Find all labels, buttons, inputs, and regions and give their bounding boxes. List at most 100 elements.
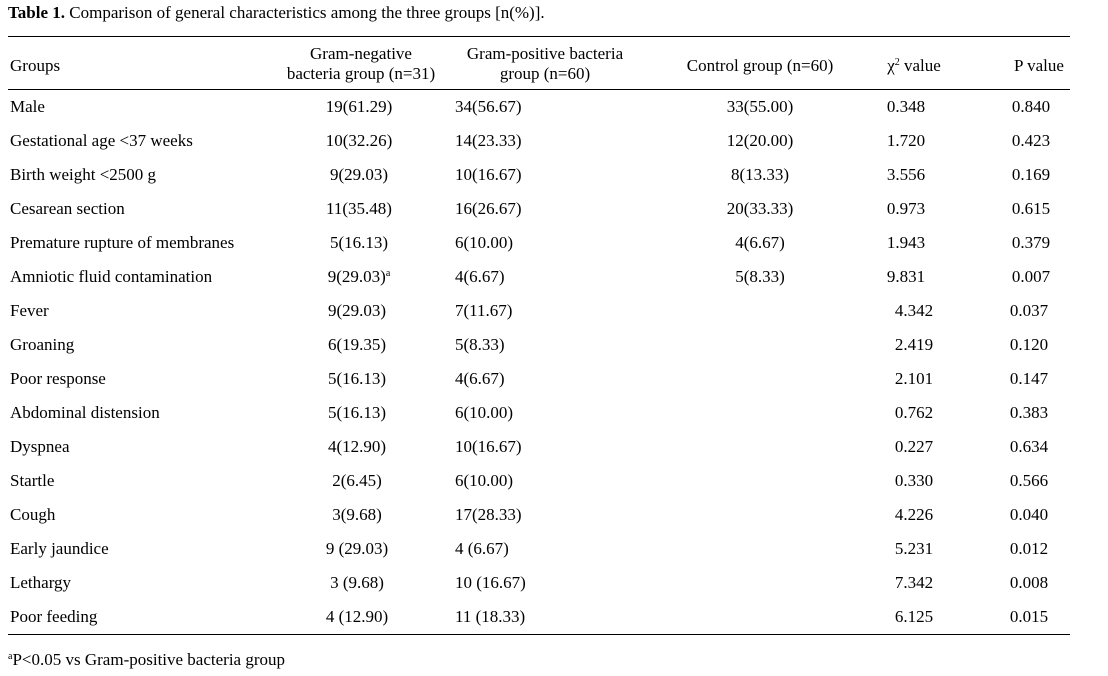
row-label-text: Abdominal distension	[10, 403, 160, 422]
cell-control-text: 12(20.00)	[726, 131, 794, 150]
cell-p-value-text: 0.634	[1009, 437, 1049, 456]
cell-chi-square-text: 2.101	[894, 369, 934, 388]
cell-chi-square-text: 3.556	[886, 165, 926, 184]
cell-gram-negative-text: 5(16.13)	[329, 233, 389, 252]
cell-chi-square: 1.720	[887, 131, 925, 151]
header-gram-negative-line1: Gram-negative	[310, 44, 412, 63]
row-label-text: Amniotic fluid contamination	[10, 267, 213, 286]
cell-gram-negative: 2(6.45)	[332, 471, 382, 491]
row-label-text: Premature rupture of membranes	[10, 233, 235, 252]
cell-gram-positive: 17(28.33)	[455, 505, 522, 525]
cell-p-value-text: 0.423	[1011, 131, 1051, 150]
cell-gram-positive: 10(16.67)	[455, 437, 522, 457]
cell-chi-square: 9.831	[887, 267, 925, 287]
cell-gram-negative: 9(29.03)a	[328, 267, 391, 287]
cell-gram-positive: 4(6.67)	[455, 369, 505, 389]
row-label: Fever	[10, 301, 49, 321]
cell-chi-square-text: 7.342	[894, 573, 934, 592]
cell-chi-square-text: 0.330	[894, 471, 934, 490]
cell-gram-negative: 11(35.48)	[326, 199, 392, 219]
cell-gram-negative: 10(32.26)	[326, 131, 393, 151]
cell-control-text: 5(8.33)	[735, 267, 785, 286]
cell-p-value-text: 0.566	[1009, 471, 1049, 490]
cell-p-value: 0.007	[1012, 267, 1050, 287]
cell-gram-positive-text: 6(10.00)	[455, 471, 514, 490]
cell-gram-positive-text: 4 (6.67)	[455, 539, 509, 558]
row-label: Abdominal distension	[10, 403, 160, 423]
cell-control-text: 4(6.67)	[735, 233, 785, 252]
cell-gram-positive-text: 10(16.67)	[455, 437, 522, 456]
cell-chi-square-text: 0.762	[894, 403, 934, 422]
cell-p-value: 0.012	[1010, 539, 1048, 559]
cell-p-value: 0.037	[1010, 301, 1048, 321]
cell-chi-square: 6.125	[895, 607, 933, 627]
header-chi-text: value	[899, 56, 941, 75]
cell-p-value-text: 0.379	[1011, 233, 1051, 252]
cell-gram-positive: 6(10.00)	[455, 403, 513, 423]
cell-chi-square: 1.943	[887, 233, 925, 253]
row-label-text: Dyspnea	[10, 437, 70, 456]
cell-chi-square-text: 1.943	[886, 233, 926, 252]
cell-gram-negative-text: 9(29.03)	[327, 267, 386, 286]
row-label-text: Male	[10, 97, 45, 116]
row-label-text: Cesarean section	[10, 199, 125, 218]
header-chi-square: χ2 value	[887, 56, 941, 76]
footnote-text: P<0.05 vs Gram-positive bacteria group	[12, 650, 286, 669]
cell-p-value: 0.015	[1010, 607, 1048, 627]
cell-gram-negative-text: 11(35.48)	[326, 199, 392, 218]
row-label: Dyspnea	[10, 437, 69, 457]
row-label: Startle	[10, 471, 54, 491]
header-gram-positive-line2: group (n=60)	[499, 64, 591, 83]
cell-gram-negative-text: 6(19.35)	[327, 335, 387, 354]
table-caption-text: Comparison of general characteristics am…	[69, 3, 545, 22]
cell-gram-positive: 4 (6.67)	[455, 539, 509, 559]
cell-chi-square: 2.419	[895, 335, 933, 355]
bottom-rule	[8, 634, 1070, 635]
header-groups: Groups	[10, 56, 61, 75]
cell-gram-positive-text: 34(56.67)	[455, 97, 522, 116]
cell-control: 8(13.33)	[731, 165, 789, 185]
row-label: Male	[10, 97, 45, 117]
row-label: Cough	[10, 505, 55, 525]
cell-gram-negative-text: 3 (9.68)	[330, 573, 384, 592]
top-rule	[8, 36, 1070, 37]
header-control: Control group (n=60)	[686, 56, 834, 75]
cell-chi-square: 2.101	[895, 369, 933, 389]
cell-gram-positive-text: 16(26.67)	[455, 199, 522, 218]
cell-gram-negative-text: 10(32.26)	[325, 131, 393, 150]
row-label: Groaning	[10, 335, 74, 355]
footnote-marker: a	[385, 268, 391, 279]
row-label-text: Poor feeding	[10, 607, 98, 626]
cell-p-value: 0.379	[1012, 233, 1050, 253]
cell-chi-square: 0.973	[887, 199, 925, 219]
cell-chi-square: 0.762	[895, 403, 933, 423]
cell-gram-negative-text: 4(12.90)	[327, 437, 387, 456]
cell-chi-square-text: 4.342	[894, 301, 934, 320]
cell-p-value: 0.615	[1012, 199, 1050, 219]
cell-gram-positive-text: 6(10.00)	[455, 403, 514, 422]
cell-gram-positive-text: 14(23.33)	[455, 131, 522, 150]
cell-gram-negative-text: 9 (29.03)	[325, 539, 389, 558]
cell-chi-square-text: 9.831	[886, 267, 926, 286]
cell-control: 12(20.00)	[727, 131, 794, 151]
cell-control-text: 20(33.33)	[726, 199, 794, 218]
cell-p-value-text: 0.012	[1009, 539, 1049, 558]
cell-gram-negative-text: 2(6.45)	[332, 471, 382, 490]
cell-gram-negative: 19(61.29)	[326, 97, 393, 117]
cell-gram-negative: 9(29.03)	[328, 301, 386, 321]
row-label: Early jaundice	[10, 539, 109, 559]
cell-control: 4(6.67)	[735, 233, 785, 253]
cell-gram-negative: 9(29.03)	[330, 165, 388, 185]
cell-gram-positive: 7(11.67)	[455, 301, 512, 321]
cell-gram-negative-text: 4 (12.90)	[325, 607, 389, 626]
row-label-text: Gestational age <37 weeks	[10, 131, 193, 150]
cell-chi-square-text: 4.226	[894, 505, 934, 524]
footnote-marker: a	[8, 651, 13, 662]
header-p-value: P value	[1014, 56, 1064, 75]
row-label: Amniotic fluid contamination	[10, 267, 212, 287]
cell-control-text: 33(55.00)	[726, 97, 794, 116]
cell-gram-positive: 6(10.00)	[455, 471, 513, 491]
header-chi-symbol: χ	[887, 56, 895, 75]
cell-chi-square: 0.330	[895, 471, 933, 491]
cell-chi-square: 4.342	[895, 301, 933, 321]
